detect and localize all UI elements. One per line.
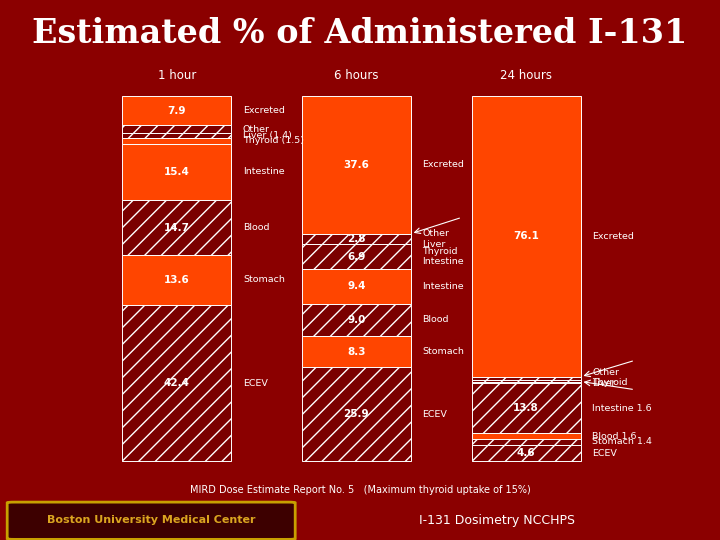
Polygon shape [302,96,411,234]
Polygon shape [122,133,231,138]
Text: Intestine: Intestine [423,282,464,291]
FancyBboxPatch shape [7,502,295,539]
Text: Liver (1.4): Liver (1.4) [243,131,292,140]
Text: I-131 Dosimetry NCCHPS: I-131 Dosimetry NCCHPS [419,514,575,526]
Text: Thyroid (1.5): Thyroid (1.5) [243,136,304,145]
Polygon shape [302,269,411,303]
Polygon shape [472,381,580,383]
Polygon shape [122,144,231,200]
Text: Excreted: Excreted [592,232,634,241]
Text: 25.9: 25.9 [343,409,369,419]
Polygon shape [122,200,231,255]
Text: 13.8: 13.8 [513,403,539,413]
Text: MIRD Dose Estimate Report No. 5   (Maximum thyroid uptake of 15%): MIRD Dose Estimate Report No. 5 (Maximum… [189,485,531,495]
Polygon shape [302,367,411,462]
Text: 24 hours: 24 hours [500,69,552,82]
Text: Intestine: Intestine [243,167,284,177]
Text: 13.6: 13.6 [164,275,190,285]
Text: Boston University Medical Center: Boston University Medical Center [47,515,256,525]
Polygon shape [472,440,580,444]
Text: Other
Liver: Other Liver [592,368,619,388]
Polygon shape [472,444,580,462]
Text: 7.9: 7.9 [168,106,186,116]
Text: ECEV: ECEV [243,379,268,388]
Text: Excreted: Excreted [423,160,464,170]
Text: ECEV: ECEV [423,410,447,418]
Text: 8.3: 8.3 [347,347,366,356]
Polygon shape [472,434,580,440]
Polygon shape [122,125,231,133]
Text: Stomach: Stomach [243,275,285,284]
Polygon shape [122,96,231,125]
Text: Blood: Blood [243,223,269,232]
Polygon shape [302,244,411,269]
Text: Blood: Blood [423,315,449,325]
Polygon shape [122,255,231,305]
Text: 76.1: 76.1 [513,232,539,241]
Polygon shape [122,305,231,462]
Text: Stomach: Stomach [423,347,464,356]
Text: 6 hours: 6 hours [334,69,379,82]
Text: 9.4: 9.4 [347,281,366,292]
Text: 42.4: 42.4 [164,378,190,388]
Text: Blood 1.6: Blood 1.6 [592,432,636,441]
Text: Intestine 1.6: Intestine 1.6 [592,403,652,413]
Text: 4.6: 4.6 [517,448,536,458]
Text: Thyroid: Thyroid [592,377,628,387]
Text: Estimated % of Administered I-131: Estimated % of Administered I-131 [32,17,688,50]
Polygon shape [472,383,580,434]
Text: 1 hour: 1 hour [158,69,196,82]
Text: Other: Other [243,125,270,133]
Text: Thyroid
Intestine: Thyroid Intestine [423,247,464,266]
Text: 2.8: 2.8 [347,234,366,244]
Text: 6.9: 6.9 [347,252,366,261]
Text: 15.4: 15.4 [164,167,190,177]
Polygon shape [472,96,580,377]
Polygon shape [302,234,411,244]
Text: 14.7: 14.7 [164,222,190,233]
Polygon shape [122,138,231,144]
Text: 37.6: 37.6 [343,160,369,170]
Text: Excreted: Excreted [243,106,285,116]
Polygon shape [472,380,580,381]
Polygon shape [302,303,411,336]
Polygon shape [302,336,411,367]
Polygon shape [472,377,580,380]
Text: 9.0: 9.0 [347,315,366,325]
Text: Stomach 1.4: Stomach 1.4 [592,437,652,447]
Text: ECEV: ECEV [592,449,617,457]
Text: Other
Liver: Other Liver [423,229,449,248]
